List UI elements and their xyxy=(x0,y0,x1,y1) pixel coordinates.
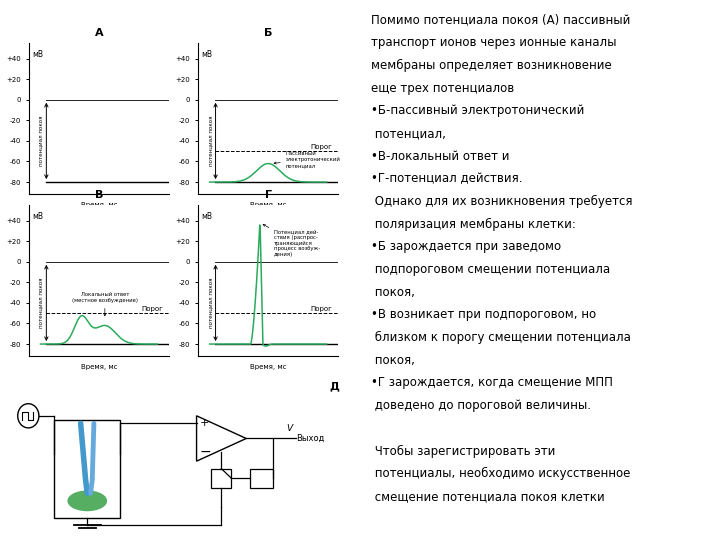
Text: Порог: Порог xyxy=(310,144,333,150)
Text: мВ: мВ xyxy=(202,212,212,221)
Text: мВ: мВ xyxy=(202,50,212,59)
Text: потенциал покоя: потенциал покоя xyxy=(208,116,213,166)
Text: покоя,: покоя, xyxy=(371,286,415,299)
Text: В: В xyxy=(95,190,103,200)
Text: транспорт ионов через ионные каналы: транспорт ионов через ионные каналы xyxy=(371,36,616,49)
Text: •Б зарождается при заведомо: •Б зарождается при заведомо xyxy=(371,240,561,253)
Text: Потенциал дей-
ствия (распрос-
траняющийся
процесс возбуж-
дения): Потенциал дей- ствия (распрос- траняющий… xyxy=(263,225,320,257)
Text: Порог: Порог xyxy=(141,306,163,312)
Text: V: V xyxy=(286,424,292,433)
Text: Время, мс: Время, мс xyxy=(81,363,117,369)
Text: •Б-пассивный электротонический: •Б-пассивный электротонический xyxy=(371,104,584,117)
Text: А: А xyxy=(95,28,103,38)
Text: Выход: Выход xyxy=(296,434,324,443)
Ellipse shape xyxy=(68,490,107,511)
Text: Однако для их возникновения требуется: Однако для их возникновения требуется xyxy=(371,195,632,208)
Text: еще трех потенциалов: еще трех потенциалов xyxy=(371,82,514,94)
Text: Время, мс: Время, мс xyxy=(81,201,117,207)
Text: мВ: мВ xyxy=(32,212,43,221)
Bar xyxy=(54,420,120,518)
Text: подпороговом смещении потенциала: подпороговом смещении потенциала xyxy=(371,263,610,276)
Text: Помимо потенциала покоя (А) пассивный: Помимо потенциала покоя (А) пассивный xyxy=(371,14,630,26)
Text: мВ: мВ xyxy=(32,50,43,59)
Text: мембраны определяет возникновение: мембраны определяет возникновение xyxy=(371,59,611,72)
Text: •В возникает при подпороговом, но: •В возникает при подпороговом, но xyxy=(371,308,596,321)
Text: близком к порогу смещении потенциала: близком к порогу смещении потенциала xyxy=(371,331,631,344)
Text: потенциал покоя: потенциал покоя xyxy=(39,278,44,328)
Text: +: + xyxy=(200,417,210,428)
Text: поляризация мембраны клетки:: поляризация мембраны клетки: xyxy=(371,218,576,231)
Text: смещение потенциала покоя клетки: смещение потенциала покоя клетки xyxy=(371,490,605,503)
Text: потенциал покоя: потенциал покоя xyxy=(39,116,44,166)
Text: Время, мс: Время, мс xyxy=(250,201,287,207)
Text: потенциал,: потенциал, xyxy=(371,127,446,140)
Text: •Г-потенциал действия.: •Г-потенциал действия. xyxy=(371,172,522,185)
Text: •В-локальный ответ и: •В-локальный ответ и xyxy=(371,150,509,163)
Text: покоя,: покоя, xyxy=(371,354,415,367)
Text: •Г зарождается, когда смещение МПП: •Г зарождается, когда смещение МПП xyxy=(371,376,613,389)
Text: Чтобы зарегистрировать эти: Чтобы зарегистрировать эти xyxy=(371,444,555,457)
Text: потенциал покоя: потенциал покоя xyxy=(208,278,213,328)
Text: Д: Д xyxy=(329,382,339,392)
Text: доведено до пороговой величины.: доведено до пороговой величины. xyxy=(371,399,591,412)
Text: −: − xyxy=(200,445,212,458)
Text: Пассивный
электротонический
потенциал: Пассивный электротонический потенциал xyxy=(274,151,341,168)
Text: Порог: Порог xyxy=(310,306,333,312)
Text: Время, мс: Время, мс xyxy=(250,363,287,369)
Text: Локальный ответ
(местное возбуждение): Локальный ответ (местное возбуждение) xyxy=(72,292,138,316)
Text: Г: Г xyxy=(265,190,271,200)
Bar xyxy=(212,469,231,488)
Text: Б: Б xyxy=(264,28,272,38)
Text: потенциалы, необходимо искусственное: потенциалы, необходимо искусственное xyxy=(371,467,630,480)
Bar xyxy=(250,469,273,488)
